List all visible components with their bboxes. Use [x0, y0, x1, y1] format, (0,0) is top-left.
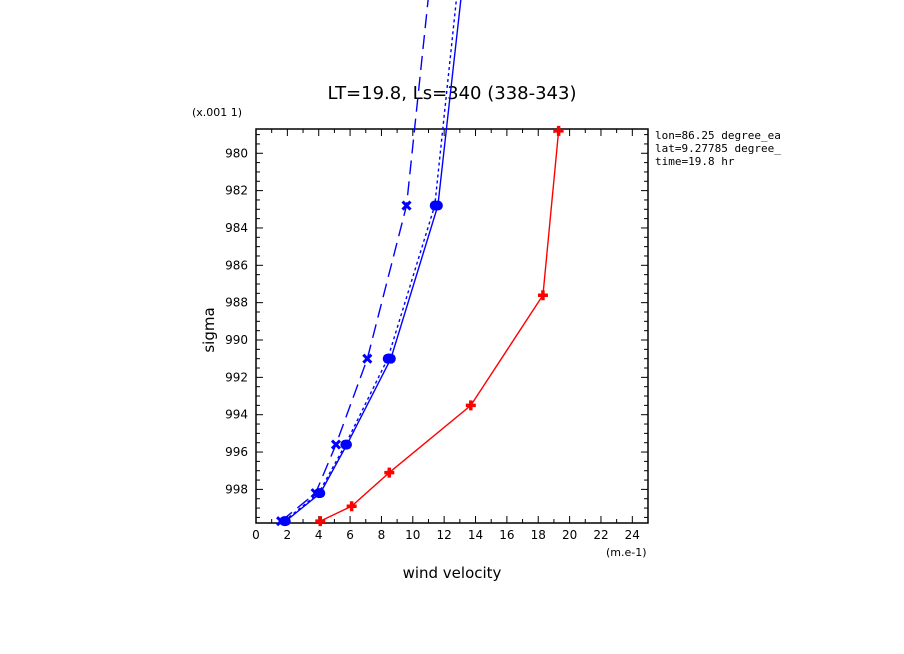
series-4-point [315, 516, 326, 527]
series-2-line [283, 0, 458, 522]
x-tick-label: 20 [562, 528, 577, 542]
y-tick-label: 988 [225, 296, 248, 310]
series-4-point [537, 290, 548, 301]
y-tick-label: 984 [225, 221, 248, 235]
x-tick-label: 16 [499, 528, 514, 542]
x-tick-label: 24 [625, 528, 640, 542]
y-tick-label: 994 [225, 408, 248, 422]
series-4-point [553, 125, 564, 136]
series-3-line [285, 0, 462, 522]
x-tick-label: 12 [437, 528, 452, 542]
series-4-point [346, 501, 357, 512]
y-tick-label: 980 [225, 146, 248, 160]
series-3-point [432, 200, 443, 211]
info-lat: lat=9.27785 degree_ [655, 142, 781, 155]
y-tick-label: 998 [225, 482, 248, 496]
series-3-point [315, 488, 326, 499]
series-4-point [384, 467, 395, 478]
x-tick-label: 6 [346, 528, 354, 542]
y-tick-label: 990 [225, 333, 248, 347]
series-1-point [401, 200, 412, 211]
x-tick-label: 0 [252, 528, 260, 542]
info-time: time=19.8 hr [655, 155, 735, 168]
info-lon: lon=86.25 degree_ea [655, 129, 781, 142]
y-tick-label: 996 [225, 445, 248, 459]
series-4-point [465, 400, 476, 411]
series-3-point [341, 439, 352, 450]
x-tick-label: 14 [468, 528, 483, 542]
y-tick-label: 982 [225, 184, 248, 198]
plot-area: 0 2 4 6 8 10 12 14 16 18 20 22 249809829849869889909… [225, 0, 649, 542]
x-tick-label: 2 [284, 528, 292, 542]
chart-title: LT=19.8, Ls=340 (338-343) [328, 83, 577, 104]
series-3-point [280, 516, 291, 527]
y-tick-label: 986 [225, 258, 248, 272]
series-4-line [319, 130, 560, 522]
y-axis-label: sigma [200, 307, 218, 352]
x-tick-label: 8 [378, 528, 386, 542]
x-unit-label: (m.e-1) [606, 546, 647, 559]
series-1-point [362, 353, 373, 364]
series-3-point [385, 353, 396, 364]
series-1-line [280, 0, 429, 522]
x-tick-label: 18 [531, 528, 546, 542]
y-scale-label: (x.001 1) [192, 106, 242, 119]
series-1-point [330, 439, 342, 450]
x-axis-label: wind velocity [403, 564, 502, 582]
plot-frame [255, 128, 649, 524]
x-tick-label: 10 [405, 528, 420, 542]
x-tick-label: 22 [593, 528, 608, 542]
x-tick-label: 4 [315, 528, 323, 542]
y-tick-label: 992 [225, 370, 248, 384]
